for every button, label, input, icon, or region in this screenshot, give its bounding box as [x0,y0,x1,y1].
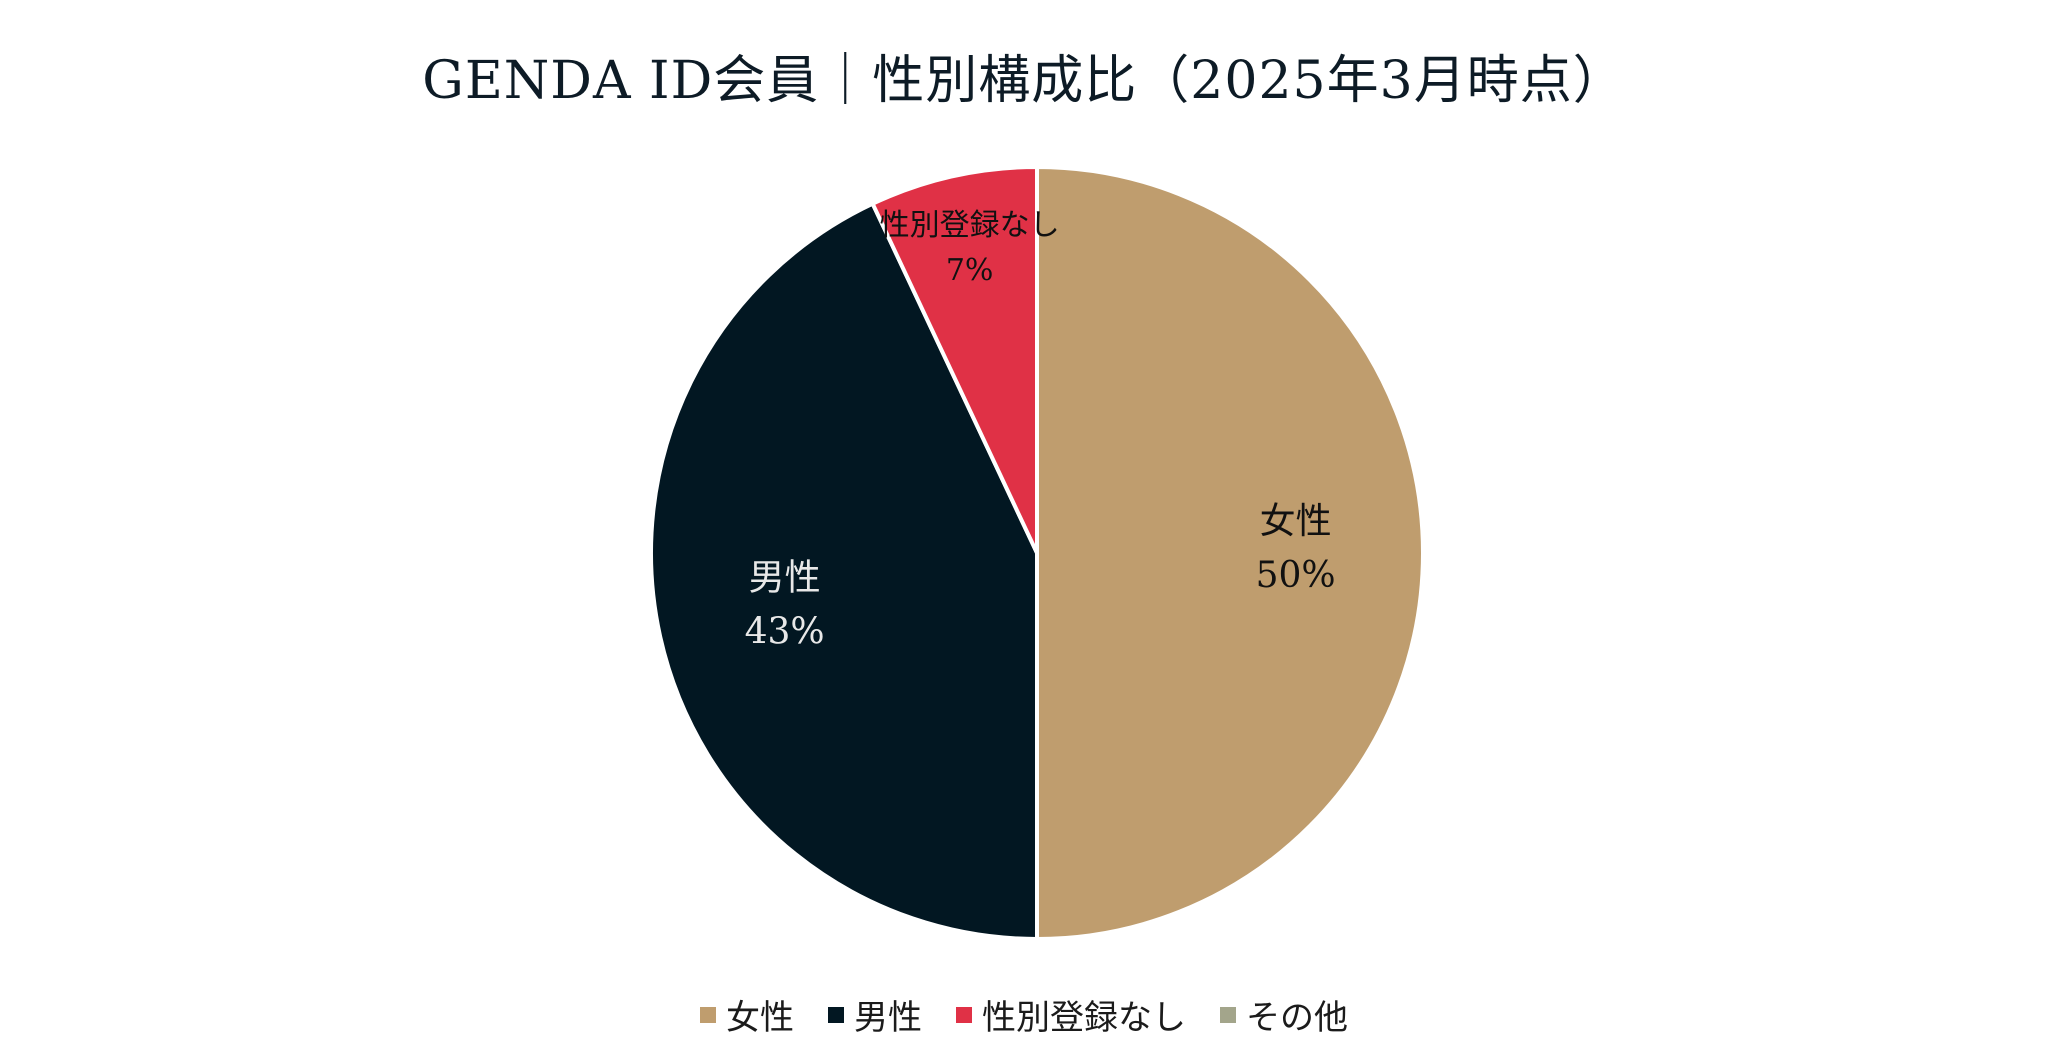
legend-label-1: 男性 [854,998,922,1038]
legend-swatch-1 [828,1006,844,1023]
slice-name-label-0: 女性 [1260,501,1332,542]
legend-item-3: その他 [1220,990,1348,1039]
legend-label-0: 女性 [726,998,794,1038]
legend-label-2: 性別登録なし [982,998,1186,1038]
pie-slice-0 [1035,165,1425,941]
slice-name-label-2: 性別登録なし [880,208,1060,243]
legend-item-2: 性別登録なし [956,990,1186,1039]
slice-percent-label-2: 7% [946,253,994,288]
legend-swatch-3 [1220,1006,1236,1023]
legend: 女性 男性 性別登録なし その他 [0,990,2048,1039]
slice-name-label-1: 男性 [749,558,821,599]
slice-percent-label-1: 43% [745,612,825,653]
legend-item-1: 男性 [828,990,922,1039]
pie-slice-2 [870,165,1039,555]
pie-slice-1 [649,201,1039,941]
legend-item-0: 女性 [700,990,794,1039]
slice-percent-label-0: 50% [1256,555,1336,596]
chart-title: GENDA ID会員｜性別構成比（2025年3月時点） [422,51,1626,111]
legend-swatch-0 [700,1006,716,1023]
legend-label-3: その他 [1246,998,1348,1038]
legend-swatch-2 [956,1006,972,1023]
